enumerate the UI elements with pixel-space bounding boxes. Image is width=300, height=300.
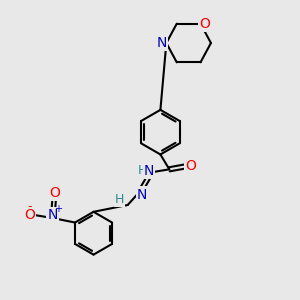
Text: H: H xyxy=(137,164,147,177)
Text: O: O xyxy=(49,186,60,200)
Text: N: N xyxy=(137,188,148,202)
Text: N: N xyxy=(157,36,167,50)
Text: +: + xyxy=(54,204,62,214)
Text: N: N xyxy=(144,164,154,178)
Text: -: - xyxy=(27,200,32,213)
Text: O: O xyxy=(24,208,35,222)
Text: N: N xyxy=(47,208,58,222)
Text: O: O xyxy=(200,17,210,31)
Text: O: O xyxy=(186,159,196,173)
Text: H: H xyxy=(115,193,124,206)
